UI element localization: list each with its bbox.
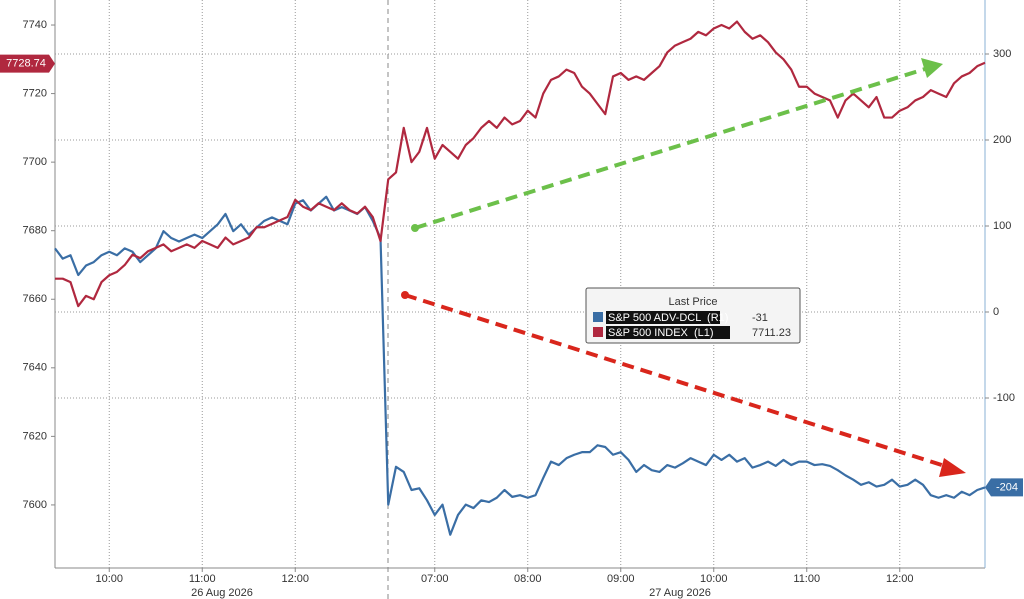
y2-tick-label: 200 bbox=[993, 134, 1011, 146]
value-tag-label: 7728.74 bbox=[6, 58, 46, 70]
y-tick-label: 7620 bbox=[23, 430, 47, 442]
red-arrow-start bbox=[401, 291, 409, 299]
y-tick-label: 7680 bbox=[23, 225, 47, 237]
green-arrow-start bbox=[411, 224, 419, 232]
green-arrowhead bbox=[921, 58, 943, 78]
x-tick-label: 11:00 bbox=[189, 573, 216, 585]
y-tick-label: 7720 bbox=[23, 87, 47, 99]
legend-title: Last Price bbox=[669, 296, 718, 308]
y-tick-label: 7660 bbox=[23, 293, 47, 305]
x-tick-label: 08:00 bbox=[514, 573, 542, 585]
x-tick-label: 07:00 bbox=[421, 573, 449, 585]
series-line bbox=[55, 20, 986, 308]
legend-value: 7711.23 bbox=[752, 327, 791, 339]
value-tag bbox=[985, 478, 1023, 497]
y2-tick-label: 300 bbox=[993, 48, 1011, 60]
date-label: 27 Aug 2026 bbox=[649, 587, 711, 599]
x-tick-label: 12:00 bbox=[886, 573, 914, 585]
legend-name-bg bbox=[606, 311, 720, 324]
legend-swatch bbox=[593, 327, 603, 337]
value-tag-label: -204 bbox=[996, 481, 1018, 493]
date-label: 26 Aug 2026 bbox=[191, 587, 253, 599]
legend-swatch bbox=[593, 312, 603, 322]
plot-area: 7600 7620 7640 7660 7680 7700 7720 7740 -100 0 100… bbox=[23, 0, 1015, 599]
y-tick-label: 7740 bbox=[23, 19, 47, 31]
y2-tick-label: 100 bbox=[993, 220, 1011, 232]
value-tag bbox=[0, 54, 55, 73]
legend-name: S&P 500 INDEX (L1) bbox=[608, 327, 714, 339]
x-tick-label: 12:00 bbox=[281, 573, 309, 585]
x-tick-label: 10:00 bbox=[95, 573, 123, 585]
x-tick-label: 09:00 bbox=[607, 573, 635, 585]
series-line bbox=[54, 195, 986, 536]
y-tick-label: 7640 bbox=[23, 362, 47, 374]
y-tick-label: 7600 bbox=[23, 499, 47, 511]
y2-tick-label: 0 bbox=[993, 306, 999, 318]
green-arrow bbox=[414, 67, 926, 230]
red-arrowhead bbox=[939, 458, 966, 477]
trend-arrows bbox=[401, 58, 966, 477]
x-tick-label: 11:00 bbox=[793, 573, 820, 585]
y-tick-label: 7700 bbox=[23, 156, 47, 168]
legend-name: S&P 500 ADV-DCL (R1) bbox=[608, 312, 728, 324]
legend: Last Price S&P 500 ADV-DCL (R1) -31 S&P … bbox=[585, 287, 801, 344]
y2-tick-label: -100 bbox=[993, 392, 1015, 404]
legend-name-bg bbox=[606, 326, 730, 339]
legend-value: -31 bbox=[752, 312, 768, 324]
x-tick-label: 10:00 bbox=[700, 573, 728, 585]
